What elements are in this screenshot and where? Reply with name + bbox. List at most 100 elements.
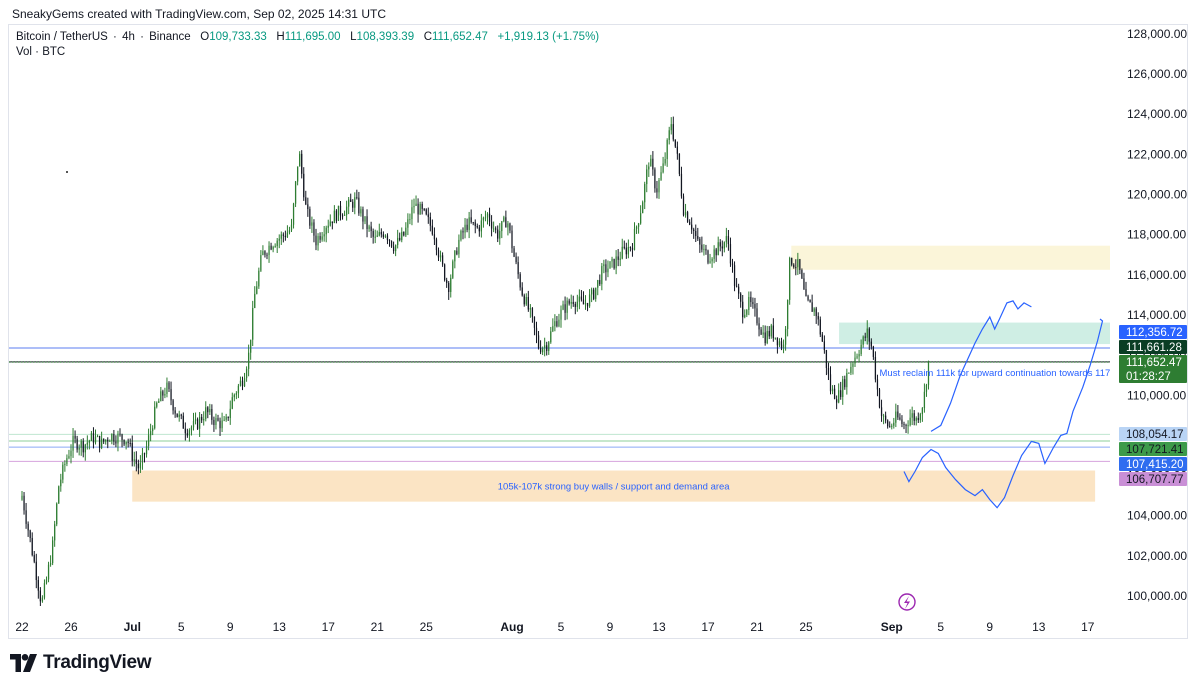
legend-low: 108,393.39: [356, 31, 415, 43]
candle-body: [780, 341, 783, 348]
candle-body: [358, 197, 360, 214]
candle-body: [840, 390, 842, 397]
candle-body: [562, 304, 564, 310]
candles: [21, 116, 930, 607]
candle-body: [270, 245, 272, 250]
candle-body: [33, 555, 35, 562]
candle-body: [178, 414, 180, 418]
candle-body: [480, 220, 483, 232]
y-axis: 100,000.00102,000.00104,000.00106,000.00…: [1127, 27, 1187, 603]
candle-body: [482, 217, 485, 221]
candle-body: [862, 336, 864, 345]
x-tick-label: 9: [227, 620, 234, 634]
candle-body: [797, 259, 799, 268]
price-label-bg: [1119, 427, 1187, 441]
candle-body: [782, 344, 785, 348]
candle-body: [578, 296, 581, 302]
candle-body: [864, 336, 866, 338]
candle-body: [327, 225, 329, 228]
candle-body: [74, 435, 76, 439]
candle-body: [397, 237, 399, 246]
candle-body: [94, 436, 97, 443]
candle-body: [333, 210, 336, 224]
candle-body: [680, 173, 683, 197]
price-label-bg: [1119, 355, 1187, 383]
x-tick-label: Aug: [500, 620, 523, 634]
candle-body: [925, 385, 928, 392]
candle-body: [574, 303, 576, 307]
candle-body: [376, 235, 378, 237]
candle-body: [490, 221, 493, 229]
candle-body: [846, 372, 848, 388]
candle-body: [813, 308, 815, 312]
candle-body: [64, 463, 66, 465]
candle-body: [548, 342, 550, 351]
candle-body: [154, 406, 156, 429]
candle-body: [317, 236, 319, 246]
price-label-text: 107,415.20: [1126, 459, 1184, 471]
candle-body: [260, 255, 262, 271]
candle-body: [774, 337, 777, 339]
candle-body: [403, 231, 405, 236]
candle-body: [56, 503, 58, 525]
candle-body: [754, 304, 756, 309]
projection-down-path: [903, 318, 1104, 509]
candle-body: [635, 226, 638, 229]
y-tick-label: 114,000.00: [1127, 308, 1186, 322]
candle-body: [90, 433, 93, 441]
candle-body: [292, 203, 295, 225]
candle-body: [211, 409, 213, 420]
legend-symbol[interactable]: Bitcoin / TetherUS: [16, 31, 108, 43]
candle-body: [848, 372, 850, 374]
candle-body: [213, 419, 215, 425]
candle-body: [666, 139, 668, 160]
tradingview-logo-icon: [10, 654, 37, 672]
candle-body: [143, 453, 146, 455]
candle-body: [76, 438, 78, 450]
candle-body: [752, 302, 754, 305]
candle-body: [392, 246, 395, 252]
lightning-icon[interactable]: [898, 593, 916, 611]
candle-body: [529, 308, 532, 310]
candle-body: [633, 228, 636, 250]
price-label-text: 111,661.28: [1126, 342, 1182, 354]
candle-body: [209, 409, 211, 413]
candle-body: [225, 416, 227, 420]
legend-change: +1,919.13 (+1.75%): [497, 31, 600, 43]
candle-body: [625, 247, 627, 255]
candle-body: [590, 289, 593, 295]
price-label-bg: [1119, 325, 1187, 339]
candle-body: [637, 223, 640, 227]
candle-body: [276, 240, 278, 247]
candle-body: [111, 433, 113, 441]
candle-body: [425, 209, 427, 215]
candle-body: [362, 209, 364, 222]
x-tick-label: Jul: [124, 620, 141, 634]
tradingview-brand[interactable]: TradingView: [10, 652, 152, 674]
candle-body: [495, 228, 497, 230]
candle-body: [466, 224, 468, 230]
candle-body: [593, 289, 595, 299]
candle-body: [631, 247, 634, 250]
y-tick-label: 104,000.00: [1127, 509, 1187, 523]
candle-body: [899, 417, 901, 420]
candle-body: [51, 540, 54, 564]
legend-interval[interactable]: 4h: [122, 31, 135, 43]
candle-body: [245, 368, 248, 379]
candle-body: [868, 328, 870, 342]
candle-body: [793, 264, 795, 268]
candle-body: [699, 238, 701, 245]
candle-body: [615, 256, 617, 269]
candle-body: [172, 400, 174, 411]
candle-body: [701, 244, 703, 250]
candle-body: [921, 408, 924, 415]
candle-body: [319, 236, 321, 240]
candle-body: [838, 390, 840, 403]
candle-body: [182, 415, 184, 429]
x-axis: 22 26 Jul 5 9 13 17 21 25 Aug 5 9 13 17 21 25 Sep 5 9 13 17: [15, 620, 1094, 634]
candle-body: [856, 356, 858, 358]
candle-body: [599, 280, 601, 285]
volume-legend[interactable]: Vol · BTC: [16, 46, 66, 58]
candle-body: [390, 240, 393, 247]
